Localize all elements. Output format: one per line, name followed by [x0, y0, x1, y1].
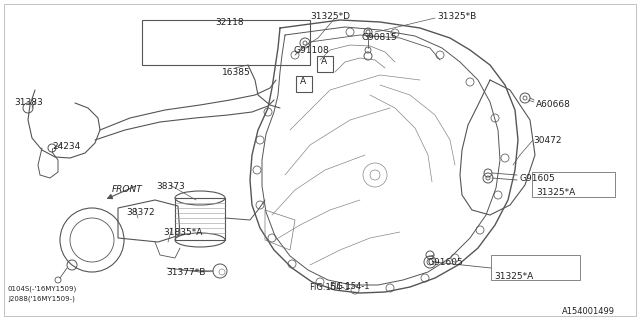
Bar [532, 172, 615, 197]
Text: 31835*A: 31835*A [163, 228, 202, 237]
Text: G91108: G91108 [293, 46, 329, 55]
Text: 30472: 30472 [533, 136, 561, 145]
Text: J2088('16MY1509-): J2088('16MY1509-) [8, 296, 75, 302]
Text: FIG.154-1: FIG.154-1 [308, 283, 349, 292]
Text: A: A [321, 57, 327, 66]
Text: FRONT: FRONT [112, 185, 143, 194]
Text: G91605: G91605 [428, 258, 464, 267]
Text: 24234: 24234 [52, 142, 80, 151]
Text: 32118: 32118 [215, 18, 244, 27]
Bar [175, 198, 225, 240]
Text: 38373: 38373 [156, 182, 185, 191]
Text: 31383: 31383 [14, 98, 43, 107]
Text: A: A [300, 77, 306, 86]
Bar [296, 76, 312, 92]
Text: 31325*B: 31325*B [437, 12, 476, 21]
Text: A154001499: A154001499 [562, 307, 615, 316]
Text: 38372: 38372 [126, 208, 155, 217]
Text: FIG.154-1: FIG.154-1 [329, 282, 369, 291]
Bar [317, 56, 333, 72]
Text: 31325*D: 31325*D [310, 12, 350, 21]
Text: 16385: 16385 [222, 68, 251, 77]
Text: 0104S(-'16MY1509): 0104S(-'16MY1509) [8, 286, 77, 292]
Text: 31325*A: 31325*A [494, 272, 533, 281]
Text: 31325*A: 31325*A [536, 188, 575, 197]
Text: 31377*B: 31377*B [166, 268, 205, 277]
Bar [491, 255, 580, 280]
Text: G90815: G90815 [362, 33, 397, 42]
Bar [142, 20, 310, 65]
Text: G91605: G91605 [519, 174, 555, 183]
Text: A60668: A60668 [536, 100, 571, 109]
